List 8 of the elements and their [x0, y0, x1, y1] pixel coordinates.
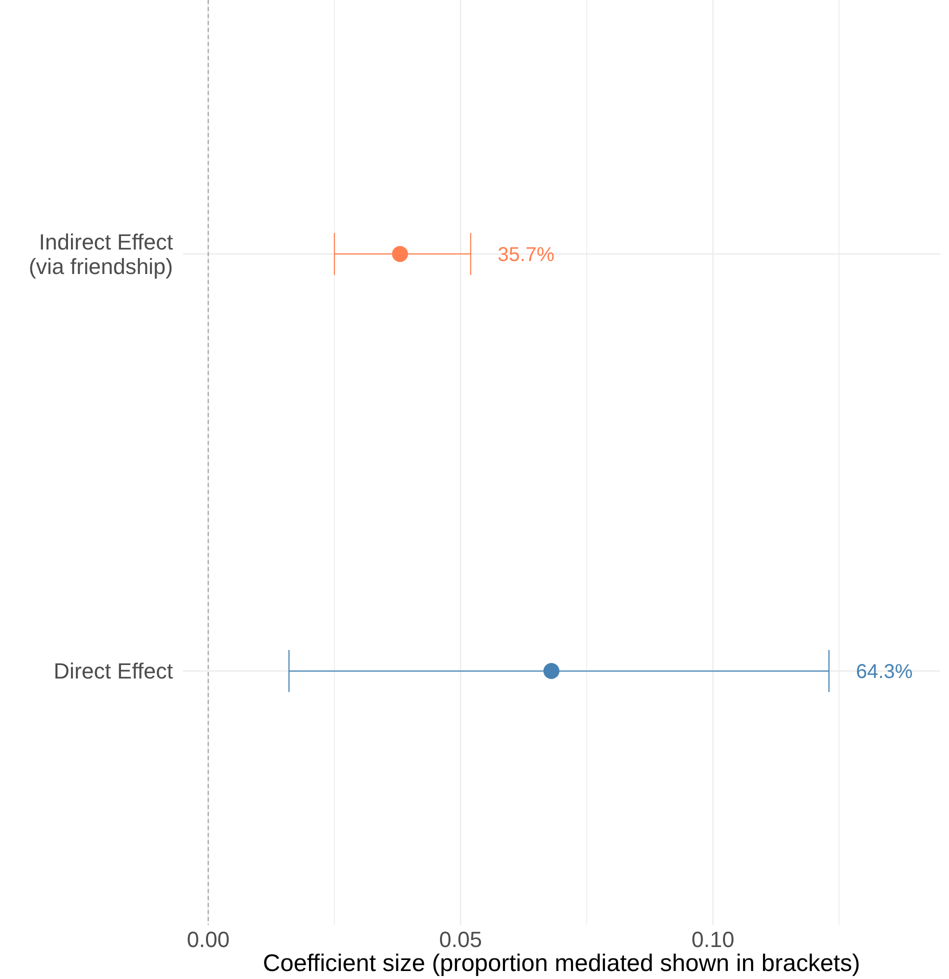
y-tick-label: Direct Effect [54, 658, 173, 684]
x-tick-label: 0.00 [186, 927, 230, 952]
annotation: 35.7% [498, 244, 555, 266]
annotation: 64.3% [856, 661, 913, 684]
x-tick-label: 0.05 [439, 927, 482, 952]
x-axis-title: Coefficient size (proportion mediated shown in brackets) [262, 950, 860, 977]
x-tick-label: 0.10 [691, 927, 734, 952]
y-tick-label: Indirect Effect (via friendship) [28, 230, 173, 279]
